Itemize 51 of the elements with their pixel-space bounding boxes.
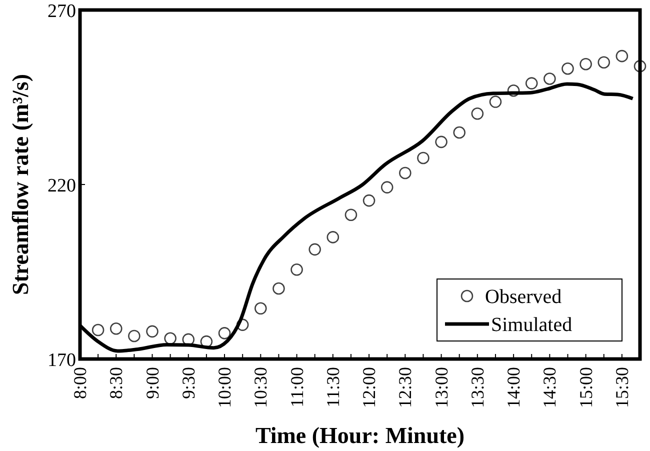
point: [380, 181, 394, 194]
point: [92, 324, 104, 336]
point: [580, 58, 592, 70]
x-tick-label: 15:00: [576, 367, 596, 408]
point: [544, 72, 556, 85]
x-tick-label: 10:30: [250, 367, 271, 408]
x-tick-label: 8:30: [106, 367, 126, 400]
point: [362, 194, 376, 207]
point: [489, 96, 502, 108]
y-tick-label: 270: [48, 1, 76, 22]
x-tick-label: 8:00: [70, 367, 90, 400]
point: [272, 282, 285, 295]
point: [616, 50, 628, 62]
point: [236, 318, 249, 331]
point: [308, 243, 321, 256]
point: [344, 208, 358, 222]
x-tick-label: 13:00: [431, 367, 452, 408]
x-tick-label: 10:00: [214, 367, 235, 408]
point: [435, 136, 448, 148]
y-tick-label: 220: [48, 176, 76, 196]
point: [110, 322, 122, 335]
point: [598, 56, 610, 68]
point: [326, 231, 340, 244]
point: [453, 126, 466, 139]
point: [417, 152, 430, 164]
point: [164, 332, 176, 345]
point: [254, 302, 267, 315]
x-tick-label: 11:00: [286, 367, 307, 408]
point: [634, 60, 646, 72]
x-tick-label: 11:30: [322, 367, 343, 408]
point: [290, 264, 303, 276]
legend-label: Observed: [485, 286, 562, 308]
x-tick-label: 9:30: [178, 367, 198, 400]
x-tick-label: 12:30: [395, 367, 416, 408]
point: [146, 325, 158, 338]
point: [471, 108, 484, 120]
legend-label: Simulated: [491, 314, 572, 336]
y-axis-title: Streamflow rate (m³/s): [8, 74, 33, 296]
point: [218, 327, 231, 340]
x-tick-label: 14:00: [504, 367, 524, 408]
x-tick-label: 12:00: [359, 367, 380, 408]
x-tick-label: 9:00: [142, 367, 162, 400]
point: [562, 62, 574, 75]
point: [507, 84, 520, 97]
x-tick-label: 15:30: [612, 367, 632, 408]
x-tick-label: 14:30: [540, 367, 560, 408]
point: [399, 166, 412, 180]
x-tick-label: 13:30: [467, 367, 488, 408]
point: [128, 330, 140, 342]
x-axis-title: Time (Hour: Minute): [255, 423, 465, 448]
point: [525, 77, 538, 90]
